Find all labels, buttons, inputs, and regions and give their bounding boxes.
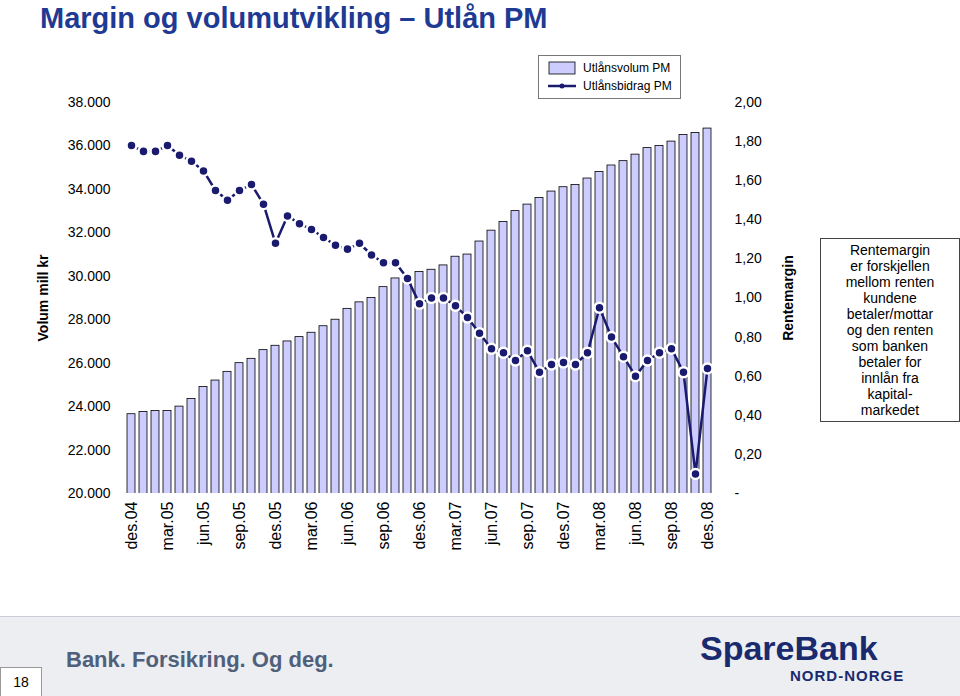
html-text:18: 18 — [13, 674, 29, 690]
svg-text:34.000: 34.000 — [68, 181, 111, 197]
svg-text:0,60: 0,60 — [735, 368, 762, 384]
svg-text:Rentemargin: Rentemargin — [780, 255, 796, 341]
svg-text:jun.05: jun.05 — [195, 501, 212, 546]
svg-text:1,20: 1,20 — [735, 250, 762, 266]
svg-text:0,20: 0,20 — [735, 446, 762, 462]
svg-text:1,40: 1,40 — [735, 211, 762, 227]
svg-text:jun.07: jun.07 — [483, 501, 500, 546]
html-text:Margin og volumutvikling – Utl: Margin og volumutvikling – Utlån PM — [40, 2, 548, 34]
svg-text:38.000: 38.000 — [68, 94, 111, 110]
svg-text:1,60: 1,60 — [735, 172, 762, 188]
svg-text:mar.07: mar.07 — [447, 501, 464, 550]
svg-text:mar.08: mar.08 — [591, 501, 608, 550]
svg-text:des.04: des.04 — [123, 501, 140, 549]
svg-text:24.000: 24.000 — [68, 398, 111, 414]
html-text:Rentemargin er forskjellen mel: Rentemargin er forskjellen mellom renten… — [845, 242, 935, 418]
html-text:SpareBank: SpareBank — [700, 629, 878, 667]
svg-text:28.000: 28.000 — [68, 311, 111, 327]
html-text:NORD-NORGE: NORD-NORGE — [790, 667, 905, 684]
svg-text:des.05: des.05 — [267, 501, 284, 549]
svg-text:32.000: 32.000 — [68, 224, 111, 240]
html-text:Bank. Forsikring. Og deg.: Bank. Forsikring. Og deg. — [66, 647, 334, 672]
html-text:Utlånsvolum PM: Utlånsvolum PM — [583, 61, 671, 75]
svg-text:mar.05: mar.05 — [159, 501, 176, 550]
svg-text:sep.07: sep.07 — [519, 501, 536, 549]
svg-text:sep.06: sep.06 — [375, 501, 392, 549]
svg-text:30.000: 30.000 — [68, 268, 111, 284]
svg-text:sep.08: sep.08 — [663, 501, 680, 549]
svg-text:2,00: 2,00 — [735, 94, 762, 110]
html-text:Utlånsbidrag PM: Utlånsbidrag PM — [583, 79, 672, 93]
svg-text:jun.06: jun.06 — [339, 501, 356, 546]
svg-text:Volum mill kr: Volum mill kr — [35, 254, 51, 341]
svg-text:-: - — [735, 485, 740, 501]
svg-text:20.000: 20.000 — [68, 485, 111, 501]
svg-text:des.07: des.07 — [555, 501, 572, 549]
svg-text:jun.08: jun.08 — [627, 501, 644, 546]
svg-text:sep.05: sep.05 — [231, 501, 248, 549]
svg-text:22.000: 22.000 — [68, 442, 111, 458]
svg-text:1,00: 1,00 — [735, 289, 762, 305]
svg-text:des.08: des.08 — [699, 501, 716, 549]
svg-text:0,40: 0,40 — [735, 407, 762, 423]
svg-text:des.06: des.06 — [411, 501, 428, 549]
svg-text:36.000: 36.000 — [68, 137, 111, 153]
svg-text:mar.06: mar.06 — [303, 501, 320, 550]
svg-text:1,80: 1,80 — [735, 133, 762, 149]
svg-text:0,80: 0,80 — [735, 329, 762, 345]
svg-text:26.000: 26.000 — [68, 355, 111, 371]
